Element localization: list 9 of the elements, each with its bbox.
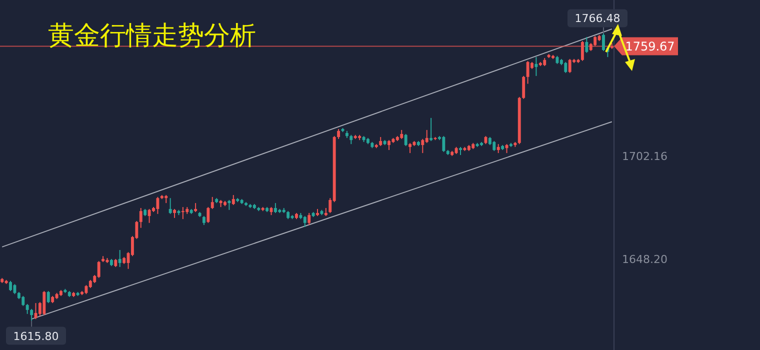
ref-label: 1759.67 — [614, 37, 678, 56]
ref-line-label: 1759.67 — [625, 40, 675, 54]
text: 黄金行情走势分析 — [48, 21, 256, 51]
y-tick-label: 1648.20 — [622, 252, 668, 266]
annotation: 1615.80 — [6, 320, 66, 345]
annotation: 1766.48 — [567, 9, 628, 34]
annotation: 1766.48 — [574, 12, 620, 26]
annotation: 1615.80 — [13, 330, 59, 343]
y-tick-label: 1702.16 — [622, 150, 668, 163]
